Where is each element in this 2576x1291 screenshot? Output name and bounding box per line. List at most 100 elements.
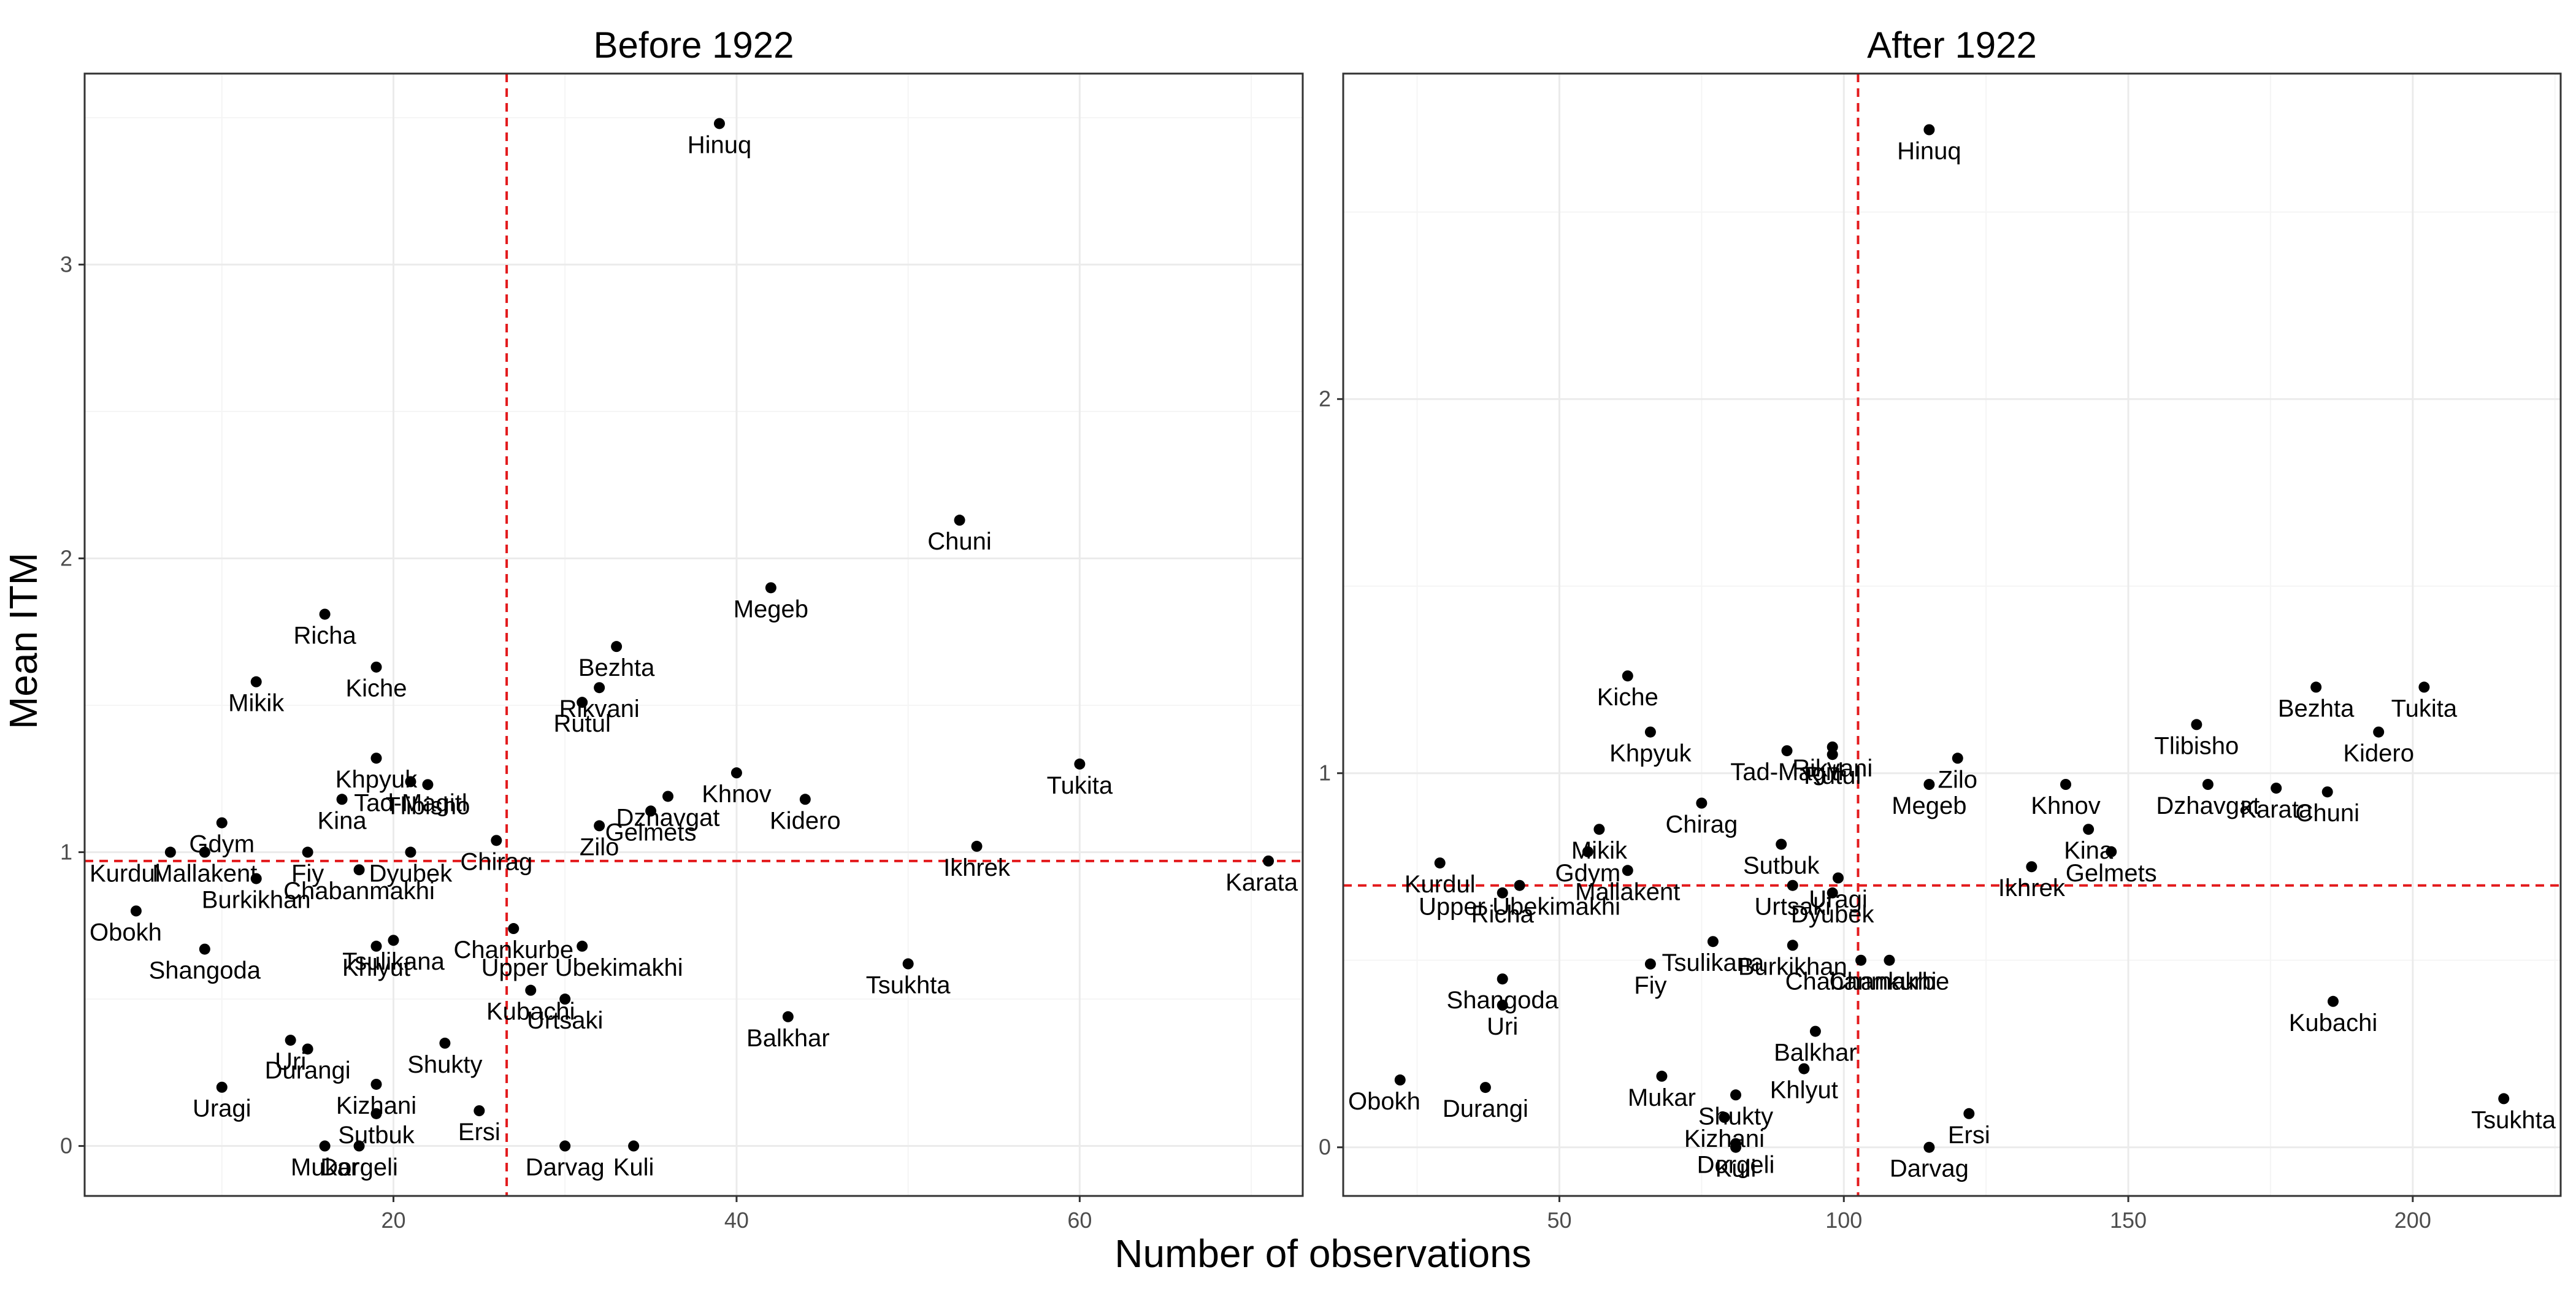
y-tick-label: 1 <box>1319 760 1331 786</box>
point-label: Tsukhta <box>866 972 951 999</box>
point-label: Urtsaki <box>527 1007 603 1034</box>
data-point <box>353 1140 365 1152</box>
point-label: Karata <box>1225 869 1298 896</box>
data-point <box>199 943 210 955</box>
data-point <box>2106 846 2117 857</box>
point-label: Richa <box>1471 901 1535 928</box>
data-point <box>2321 786 2333 798</box>
data-point <box>628 1140 640 1152</box>
point-label: Durangi <box>265 1057 351 1084</box>
data-point <box>1479 1082 1491 1094</box>
data-point <box>1707 936 1719 948</box>
point-label: Megeb <box>734 596 808 623</box>
x-tick-label: 50 <box>1547 1208 1571 1233</box>
point-label: Mikik <box>1571 837 1628 864</box>
point-label: Chabanmakhi <box>283 878 435 905</box>
point-label: Bezhta <box>578 654 655 681</box>
data-point <box>388 935 399 946</box>
data-point <box>1923 1141 1935 1153</box>
data-point <box>2310 681 2322 693</box>
point-label: Dzhavgat <box>616 804 720 831</box>
point-label: Karata <box>2240 796 2313 823</box>
data-point <box>1074 758 1086 770</box>
data-point <box>525 984 537 996</box>
data-point <box>799 794 811 805</box>
point-label: Gdym <box>189 831 255 858</box>
point-label: Tukita <box>2391 695 2458 722</box>
point-label: Mallakent <box>152 860 257 887</box>
data-point <box>250 873 262 884</box>
y-tick-label: 0 <box>60 1133 72 1159</box>
data-point <box>594 682 605 694</box>
y-tick-label: 1 <box>60 840 72 865</box>
data-point <box>1656 1070 1668 1082</box>
data-point <box>2418 681 2430 693</box>
data-point <box>2060 779 2072 790</box>
data-point <box>1644 726 1656 738</box>
data-point <box>577 940 588 952</box>
point-label: Burkikhan <box>1738 953 1847 980</box>
point-label: Kurdul <box>90 860 161 887</box>
data-point <box>1719 1111 1730 1123</box>
x-tick-label: 200 <box>2394 1208 2431 1233</box>
data-point <box>594 820 605 832</box>
data-point <box>713 118 725 129</box>
point-label: Kidero <box>2343 740 2414 767</box>
data-point <box>370 1108 382 1119</box>
data-point <box>1497 887 1508 898</box>
point-label: Tsulikana <box>1662 949 1765 976</box>
panel-title: Before 1922 <box>594 25 794 66</box>
x-tick-label: 100 <box>1825 1208 1862 1233</box>
data-point <box>164 846 176 858</box>
x-tick-label: 40 <box>724 1208 749 1233</box>
point-label: Darvag <box>1890 1155 1969 1182</box>
point-label: Ikhrek <box>943 854 1011 881</box>
data-point <box>130 905 142 917</box>
data-point <box>1787 879 1798 891</box>
data-point <box>1855 954 1867 966</box>
x-tick-label: 150 <box>2110 1208 2147 1233</box>
point-label: Chirag <box>460 848 532 875</box>
data-point <box>405 846 416 858</box>
y-tick-label: 0 <box>1319 1135 1331 1160</box>
point-label: Kina <box>318 807 367 834</box>
data-point <box>1923 124 1935 136</box>
data-point <box>2026 861 2037 873</box>
point-label: Dorgeli <box>1697 1152 1775 1179</box>
grid <box>85 74 1303 1196</box>
data-point <box>1776 838 1787 850</box>
point-label: Burkikhan <box>202 887 311 914</box>
data-point <box>353 864 365 876</box>
point-label: Shukty <box>407 1051 482 1078</box>
point-label: Kina <box>2064 837 2114 864</box>
panel-title: After 1922 <box>1867 25 2037 66</box>
point-label: Zilo <box>580 833 619 860</box>
data-point <box>730 767 742 779</box>
data-point <box>2327 995 2339 1007</box>
point-label: Kuli <box>1715 1155 1757 1182</box>
data-point <box>1884 954 1895 966</box>
chart-panel-2: After 1922 Hinuq Kiche Bezhta Tukita Tlibisho… <box>1319 25 2562 1233</box>
point-label: Ikhrek <box>1998 875 2066 902</box>
data-point <box>473 1105 485 1117</box>
point-label: Kiche <box>1597 684 1658 711</box>
data-point <box>1434 857 1446 869</box>
data-point <box>370 753 382 764</box>
data-point <box>422 779 434 791</box>
grid <box>1343 74 2561 1196</box>
data-point <box>1809 1025 1821 1037</box>
point-label: Rutul <box>553 710 610 737</box>
point-label: Hinuq <box>688 131 752 158</box>
data-point <box>1497 973 1508 985</box>
data-point <box>1263 855 1275 867</box>
data-point <box>405 776 416 787</box>
data-point <box>319 608 331 620</box>
point-label: Bezhta <box>2278 695 2355 722</box>
point-label: Kuli <box>613 1154 654 1181</box>
data-point <box>336 794 348 805</box>
point-label: Urtsaki <box>1755 894 1831 921</box>
data-point <box>285 1035 296 1046</box>
point-label: Dzhavgat <box>2156 792 2260 819</box>
data-point <box>1696 797 1708 809</box>
point-label: Balkhar <box>746 1025 830 1052</box>
